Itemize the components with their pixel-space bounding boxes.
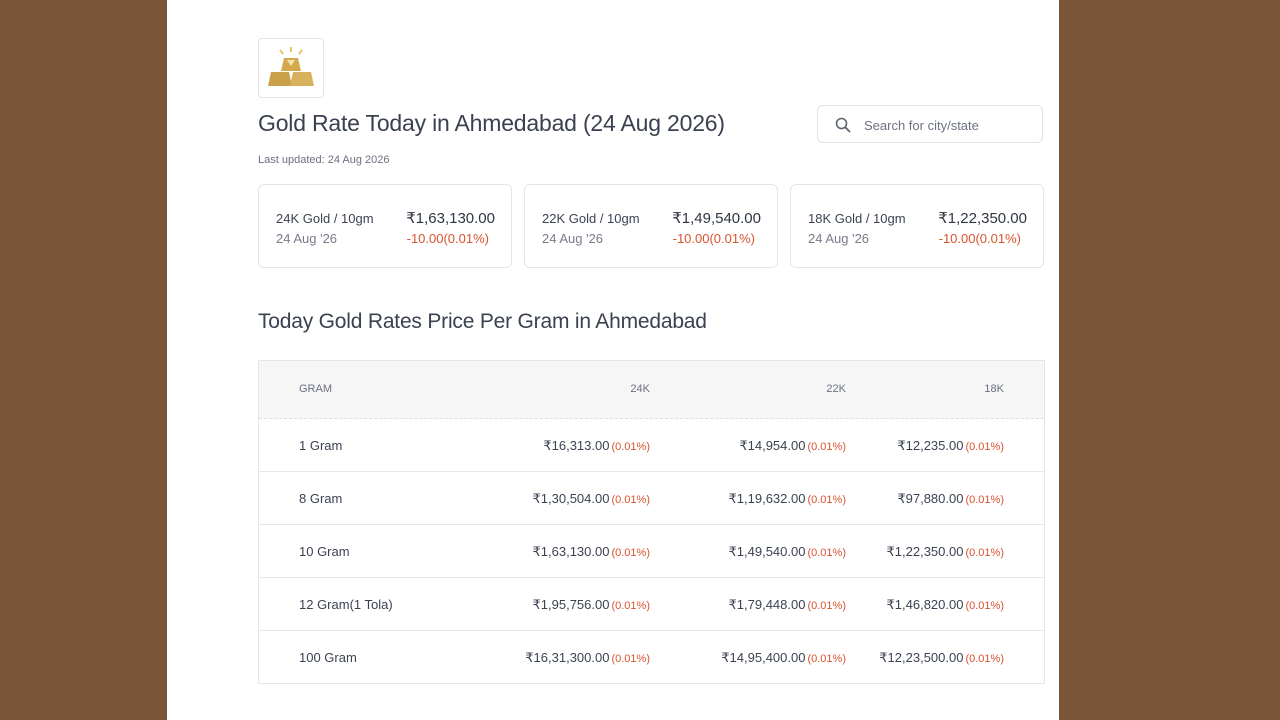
rate-18k-cell: ₹97,880.00 (0.01%) <box>897 491 1004 507</box>
gram-cell: 12 Gram(1 Tola) <box>299 597 393 612</box>
card-date: 24 Aug '26 <box>808 231 870 246</box>
table-header: GRAM 24K 22K 18K <box>259 361 1044 419</box>
rate-value: ₹12,23,500.00 <box>879 650 964 665</box>
rate-change: (0.01%) <box>807 653 846 665</box>
rate-change: (0.01%) <box>965 653 1004 665</box>
rate-change: (0.01%) <box>965 600 1004 612</box>
card-price: ₹1,63,130.00 <box>406 210 495 227</box>
rate-value: ₹1,95,756.00 <box>532 597 610 612</box>
rate-value: ₹1,49,540.00 <box>728 544 806 559</box>
header-22k: 22K <box>826 383 846 395</box>
rate-value: ₹1,63,130.00 <box>532 544 610 559</box>
card-label: 18K Gold / 10gm <box>808 211 906 226</box>
rate-value: ₹97,880.00 <box>897 491 964 506</box>
card-22k[interactable]: 22K Gold / 10gm 24 Aug '26 ₹1,49,540.00 … <box>524 184 778 268</box>
rate-24k-cell: ₹1,95,756.00 (0.01%) <box>533 597 650 613</box>
rate-22k-cell: ₹14,954.00 (0.01%) <box>739 438 846 454</box>
rate-18k-cell: ₹1,46,820.00 (0.01%) <box>887 597 1004 613</box>
header-24k: 24K <box>630 383 650 395</box>
table-row: 8 Gram ₹1,30,504.00 (0.01%) ₹1,19,632.00(… <box>259 472 1044 525</box>
rate-change: (0.01%) <box>611 547 650 559</box>
gram-cell: 8 Gram <box>299 491 343 506</box>
rate-18k-cell: ₹1,22,350.00 (0.01%) <box>887 544 1004 560</box>
rate-22k-cell: ₹14,95,400.00 (0.01%) <box>721 650 846 666</box>
gold-bars-icon <box>268 47 314 86</box>
rate-change: (0.01%) <box>611 600 650 612</box>
card-18k[interactable]: 18K Gold / 10gm 24 Aug '26 ₹1,22,350.00 … <box>790 184 1044 268</box>
card-label: 24K Gold / 10gm <box>276 211 374 226</box>
rate-18k-cell: ₹12,235.00 (0.01%) <box>897 438 1004 454</box>
rate-value: ₹1,46,820.00 <box>886 597 964 612</box>
search-box[interactable] <box>817 105 1043 143</box>
card-change: -10.00(0.01%) <box>406 231 489 246</box>
rate-24k-cell: ₹16,313.00 (0.01%) <box>543 438 650 454</box>
rate-value: ₹12,235.00 <box>897 438 964 453</box>
card-change: -10.00(0.01%) <box>672 231 755 246</box>
page-container: Gold Rate Today in Ahmedabad (24 Aug 202… <box>167 0 1059 720</box>
gram-cell: 100 Gram <box>299 650 357 665</box>
rate-change: (0.01%) <box>965 547 1004 559</box>
card-date: 24 Aug '26 <box>542 231 604 246</box>
header-18k: 18K <box>984 383 1004 395</box>
rate-18k-cell: ₹12,23,500.00 (0.01%) <box>879 650 1004 666</box>
table-row: 1 Gram ₹16,313.00 (0.01%) ₹14,954.00 (0.01… <box>259 419 1044 472</box>
rate-value: ₹16,313.00 <box>543 438 610 453</box>
rate-value: ₹1,19,632.00 <box>728 491 806 506</box>
rate-change: (0.01%) <box>807 547 846 559</box>
gram-cell: 10 Gram <box>299 544 350 559</box>
rate-change: (0.01%) <box>611 653 650 665</box>
gold-rate-table: GRAM 24K 22K 18K 1 Gram ₹16,313.00 (0.01%… <box>258 360 1045 684</box>
table-row: 100 Gram ₹16,31,300.00 (0.01%) ₹14,95,400… <box>259 631 1044 683</box>
rate-value: ₹14,95,400.00 <box>721 650 806 665</box>
rate-value: ₹1,30,504.00 <box>532 491 610 506</box>
rate-change: (0.01%) <box>807 600 846 612</box>
section-title: Today Gold Rates Price Per Gram in Ahmed… <box>258 310 707 333</box>
rate-value: ₹1,79,448.00 <box>728 597 806 612</box>
rate-22k-cell: ₹1,79,448.00 (0.01%) <box>729 597 846 613</box>
search-icon <box>835 117 851 133</box>
rate-24k-cell: ₹1,30,504.00 (0.01%) <box>533 491 650 507</box>
rate-value: ₹16,31,300.00 <box>525 650 610 665</box>
gram-cell: 1 Gram <box>299 438 343 453</box>
rate-22k-cell: ₹1,19,632.00 (0.01%) <box>729 491 846 507</box>
card-price: ₹1,22,350.00 <box>938 210 1027 227</box>
rate-change: (0.01%) <box>611 494 650 506</box>
card-change: -10.00(0.01%) <box>938 231 1021 246</box>
table-row: 12 Gram(1 Tola) ₹1,95,756.00 (0.01%) ₹1,7… <box>259 578 1044 631</box>
header-gram: GRAM <box>299 383 332 395</box>
rate-change: (0.01%) <box>965 441 1004 453</box>
last-updated: Last updated: 24 Aug 2026 <box>258 154 390 166</box>
gold-logo <box>258 38 324 98</box>
rate-22k-cell: ₹1,49,540.00 (0.01%) <box>729 544 846 560</box>
card-date: 24 Aug '26 <box>276 231 338 246</box>
rate-value: ₹1,22,350.00 <box>886 544 964 559</box>
rate-change: (0.01%) <box>965 494 1004 506</box>
rate-change: (0.01%) <box>807 494 846 506</box>
search-input[interactable] <box>864 115 1034 135</box>
rate-24k-cell: ₹16,31,300.00 (0.01%) <box>525 650 650 666</box>
rate-change: (0.01%) <box>611 441 650 453</box>
rate-24k-cell: ₹1,63,130.00 (0.01%) <box>533 544 650 560</box>
page-title: Gold Rate Today in Ahmedabad (24 Aug 202… <box>258 110 725 136</box>
rate-value: ₹14,954.00 <box>739 438 806 453</box>
rate-change: (0.01%) <box>807 441 846 453</box>
card-label: 22K Gold / 10gm <box>542 211 640 226</box>
table-row: 10 Gram ₹1,63,130.00 (0.01%) ₹1,49,540.00… <box>259 525 1044 578</box>
card-24k[interactable]: 24K Gold / 10gm 24 Aug '26 ₹1,63,130.00 … <box>258 184 512 268</box>
card-price: ₹1,49,540.00 <box>672 210 761 227</box>
